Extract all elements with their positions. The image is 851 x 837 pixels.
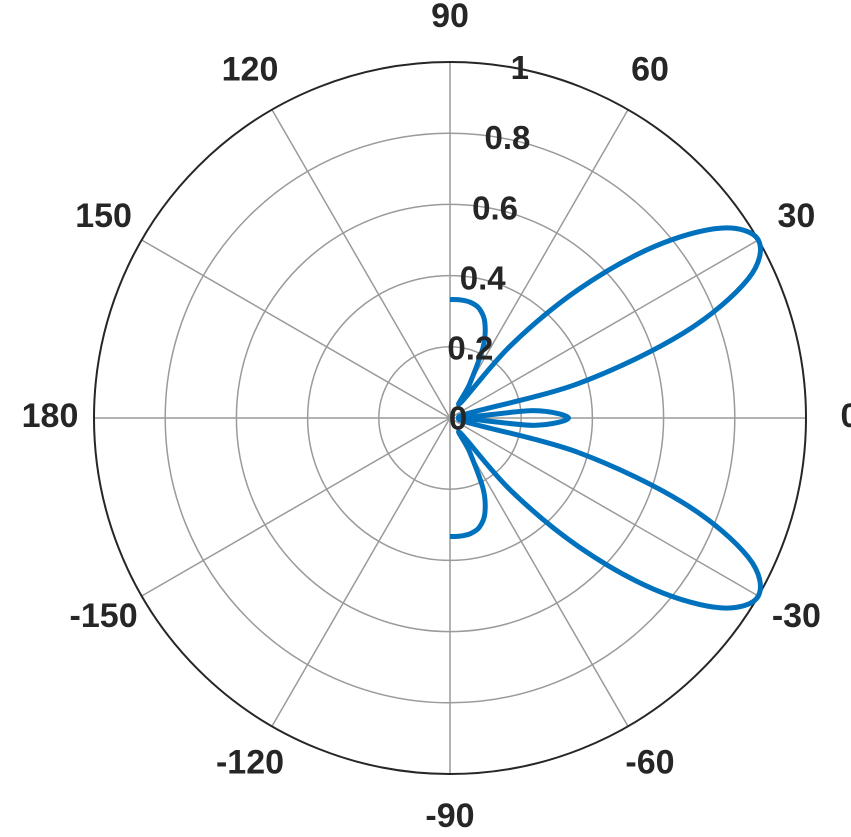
theta-tick-label: 90 xyxy=(431,0,469,35)
theta-tick-label: -60 xyxy=(625,743,674,781)
spoke xyxy=(449,417,629,727)
theta-tick-label: 120 xyxy=(222,51,279,89)
r-tick-label: 0.2 xyxy=(447,330,493,367)
theta-tick-label: 150 xyxy=(75,197,132,235)
spoke xyxy=(449,109,629,419)
theta-tick-label: 0 xyxy=(841,397,851,435)
spoke xyxy=(271,417,451,727)
theta-tick-label: -120 xyxy=(216,743,284,781)
r-tick-label: 0.6 xyxy=(472,189,518,226)
spoke xyxy=(271,109,451,419)
spoke xyxy=(449,239,759,419)
r-tick-label: 1 xyxy=(511,49,529,86)
theta-tick-label: 30 xyxy=(777,197,815,235)
outer-circle xyxy=(93,61,807,775)
theta-tick-label: -150 xyxy=(70,597,138,635)
spoke xyxy=(449,417,759,597)
grid-circle xyxy=(164,132,736,704)
grid-circle xyxy=(235,203,665,633)
theta-tick-label: 60 xyxy=(631,51,669,89)
theta-tick-label: -90 xyxy=(425,797,474,835)
pattern-line xyxy=(449,225,763,611)
r-tick-label: 0 xyxy=(449,400,467,437)
spoke xyxy=(141,417,451,597)
theta-tick-label: -30 xyxy=(772,597,821,635)
grid-circle xyxy=(378,346,522,490)
grid-circle xyxy=(306,274,594,562)
spoke xyxy=(141,239,451,419)
r-tick-label: 0.4 xyxy=(460,259,507,296)
theta-tick-label: 180 xyxy=(22,397,79,435)
r-tick-label: 0.8 xyxy=(485,119,531,156)
